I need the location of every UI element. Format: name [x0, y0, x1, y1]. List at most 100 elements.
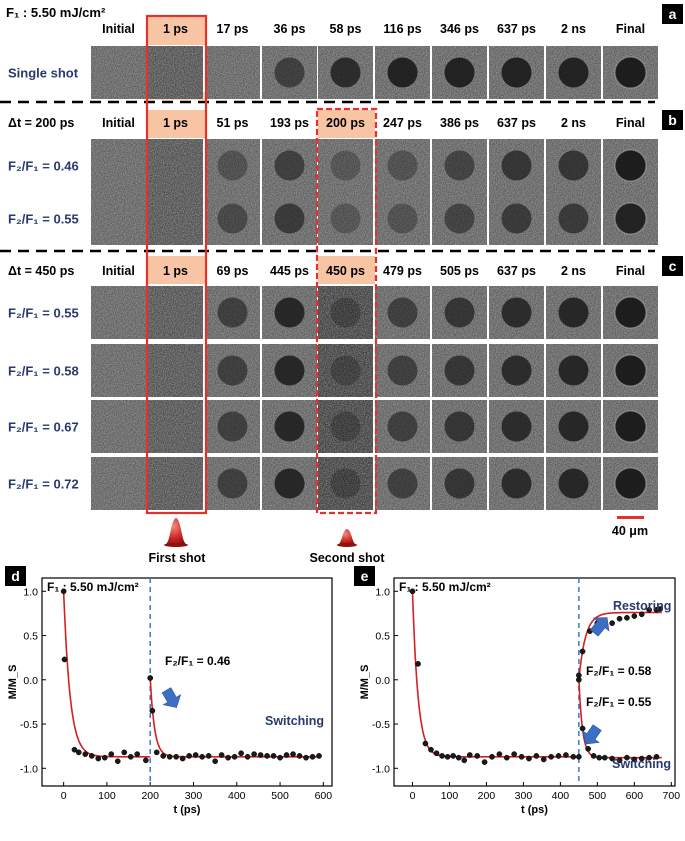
y-tick-label: -0.5: [20, 719, 38, 731]
data-point: [657, 606, 664, 612]
micrograph-tile: [489, 139, 544, 192]
fit-curve: [578, 611, 662, 680]
switched-spot: [217, 203, 248, 234]
delay-label: Δt = 200 ps: [8, 116, 74, 130]
data-point: [533, 753, 540, 759]
data-point: [518, 753, 525, 760]
x-tick-label: 500: [271, 790, 289, 802]
ratio-label: F₂/F₁ = 0.46: [165, 654, 231, 668]
column-header: 1 ps: [163, 116, 188, 130]
column-header: 386 ps: [440, 116, 479, 130]
switched-spot: [615, 150, 646, 181]
column-header: 36 ps: [274, 22, 306, 36]
column-header: 116 ps: [383, 22, 421, 36]
data-point: [624, 614, 630, 621]
switched-spot: [387, 411, 418, 442]
blue-arrow-icon: [589, 617, 610, 637]
y-tick-label: -1.0: [372, 763, 390, 775]
y-tick-label: 0.5: [23, 631, 38, 643]
switched-spot: [387, 150, 418, 181]
data-point: [609, 755, 615, 762]
switched-spot: [615, 355, 646, 386]
micrograph-tile: [603, 286, 658, 339]
panel-tag-box: [354, 566, 375, 586]
data-point: [277, 754, 283, 761]
micrograph-tile: [318, 400, 373, 453]
micrograph-tile: [91, 457, 146, 510]
micrograph-tile: [318, 139, 373, 192]
switched-spot: [615, 203, 646, 234]
micrograph-tile: [603, 457, 658, 510]
micrograph-tile: [546, 400, 601, 453]
data-point: [576, 676, 582, 683]
column-header: 58 ps: [330, 22, 362, 36]
micrograph-tile: [375, 46, 430, 99]
column-header: 445 ps: [270, 264, 309, 278]
switched-spot: [558, 57, 589, 88]
second-shot-pulse-base: [337, 543, 357, 547]
row-label: F₂/F₁ = 0.67: [8, 420, 79, 435]
data-point: [576, 753, 582, 760]
panel-tag: c: [669, 258, 677, 274]
data-point: [316, 753, 322, 759]
data-point: [264, 753, 270, 759]
micrograph-tile: [91, 286, 146, 339]
data-point: [548, 753, 554, 760]
x-tick-label: 200: [478, 790, 496, 802]
x-tick-label: 300: [185, 790, 203, 802]
switched-spot: [217, 355, 248, 386]
row-label: Single shot: [8, 66, 79, 81]
switched-spot: [444, 57, 475, 88]
data-point: [251, 751, 257, 757]
data-point: [461, 757, 468, 764]
row-label: F₂/F₁ = 0.55: [8, 212, 79, 227]
data-point: [455, 754, 462, 761]
row-label: F₂/F₁ = 0.72: [8, 477, 79, 492]
micrograph-tile: [262, 286, 317, 339]
x-tick-label: 0: [61, 790, 67, 802]
data-point: [270, 753, 277, 759]
data-point: [283, 752, 290, 758]
micrograph-tile: [262, 139, 317, 192]
y-tick-label: 0.0: [23, 675, 38, 687]
ratio-upper-label: F₂/F₁ = 0.58: [586, 664, 652, 678]
data-point: [238, 750, 244, 757]
second-shot-highlight-c: [318, 256, 375, 284]
micrograph-tile: [91, 400, 146, 453]
data-point: [179, 755, 186, 762]
chart-annotation: F₁ : 5.50 mJ/cm²: [47, 580, 139, 594]
column-header: 2 ns: [561, 22, 586, 36]
switched-spot: [330, 355, 361, 386]
micrograph-tile: [603, 46, 658, 99]
micrograph-tile: [375, 192, 430, 245]
second-shot-box: [315, 107, 378, 515]
data-point: [579, 648, 586, 655]
data-point: [450, 753, 457, 759]
x-tick-label: 300: [515, 790, 533, 802]
column-header: 637 ps: [497, 116, 536, 130]
data-point: [555, 753, 562, 759]
data-point: [409, 588, 416, 595]
switched-spot: [501, 57, 532, 88]
switched-spot: [558, 411, 589, 442]
row-label: F₂/F₁ = 0.58: [8, 364, 79, 379]
data-point: [134, 751, 141, 757]
x-tick-label: 500: [589, 790, 607, 802]
plot-area: [41, 577, 333, 787]
column-header: 69 ps: [217, 264, 249, 278]
data-point: [590, 753, 597, 759]
micrograph-tile: [205, 139, 260, 192]
panel-tag-box: [5, 566, 26, 586]
micrograph-tile: [205, 192, 260, 245]
switched-spot: [444, 411, 475, 442]
x-tick-label: 600: [626, 790, 644, 802]
switched-spot: [330, 57, 361, 88]
scale-bar: [617, 516, 644, 519]
micrograph-tile: [432, 192, 487, 245]
data-point: [646, 754, 652, 761]
data-point: [596, 754, 603, 761]
micrograph-tile: [148, 286, 203, 339]
micrograph-tile: [318, 286, 373, 339]
switched-spot: [444, 297, 475, 328]
